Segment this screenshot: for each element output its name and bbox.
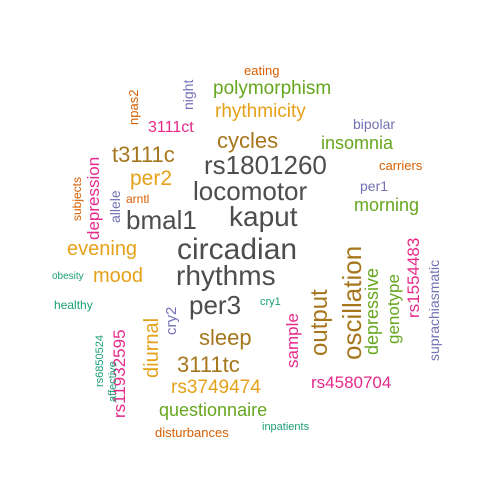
word-rhythms: rhythms (176, 260, 276, 291)
word-per1: per1 (360, 178, 389, 194)
word-diurnal: diurnal (141, 317, 163, 378)
word-t3111c: t3111c (112, 142, 175, 167)
word-rs4580704: rs4580704 (311, 373, 392, 392)
word-rs1801260: rs1801260 (204, 150, 327, 180)
word-rhythmicity: rhythmicity (215, 101, 306, 122)
word-cry1: cry1 (260, 296, 281, 308)
word-healthy: healthy (54, 298, 93, 312)
word-rs6850524: rs6850524 (94, 335, 106, 387)
word-genotype: genotype (384, 274, 403, 344)
word-subjects: subjects (70, 176, 84, 221)
word-rs1554483: rs1554483 (404, 237, 423, 318)
word-bmal1: bmal1 (126, 205, 197, 235)
word-sample: sample (283, 313, 302, 368)
word-cry2: cry2 (163, 306, 180, 335)
word-rs3749474: rs3749474 (171, 377, 261, 398)
word-morning: morning (354, 195, 420, 215)
word-insomnia: insomnia (321, 133, 394, 153)
word-locomotor: locomotor (193, 176, 308, 206)
word-sleep: sleep (199, 325, 252, 350)
word-npas2: npas2 (126, 89, 141, 125)
word-per3: per3 (189, 290, 242, 320)
word-questionnaire: questionnaire (159, 400, 268, 420)
word-3111tc: 3111tc (177, 352, 240, 377)
word-per2: per2 (130, 167, 173, 190)
word-carriers: carriers (379, 158, 423, 173)
word-suprachiasmatic: suprachiasmatic (426, 259, 442, 361)
word-bipolar: bipolar (353, 116, 396, 132)
word-depressive: depressive (362, 267, 382, 355)
word-mood: mood (93, 265, 144, 287)
word-obesity: obesity (52, 271, 84, 282)
word-inpatients: inpatients (262, 421, 310, 433)
word-circadian: circadian (177, 233, 298, 266)
word-kaput: kaput (229, 201, 298, 232)
word-evening: evening (67, 238, 138, 260)
word-output: output (306, 289, 333, 356)
word-3111ct: 3111ct (148, 119, 194, 136)
word-affective: affective (107, 361, 119, 402)
word-night: night (180, 79, 196, 110)
word-depression: depression (84, 156, 103, 240)
word-arntl: arntl (126, 192, 150, 206)
word-cycles: cycles (217, 128, 279, 153)
word-disturbances: disturbances (155, 425, 229, 440)
word-allele: allele (107, 190, 123, 223)
word-eating: eating (244, 63, 280, 78)
word-polymorphism: polymorphism (213, 78, 332, 99)
